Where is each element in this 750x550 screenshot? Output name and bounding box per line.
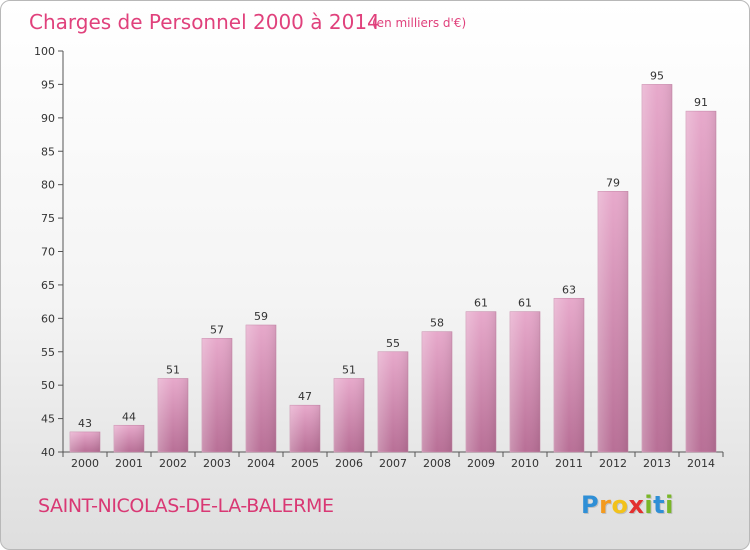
x-tick-label: 2009 (467, 457, 495, 470)
bar-value-label: 44 (122, 410, 136, 423)
chart-subtitle: (en milliers d'€) (372, 16, 466, 30)
x-tick-label: 2012 (599, 457, 627, 470)
bars (69, 84, 717, 453)
y-tick-label: 45 (41, 413, 55, 426)
bar-shading (290, 405, 320, 452)
bar-shading (642, 84, 672, 453)
bar-shading (114, 425, 144, 452)
logo-letter: i (644, 491, 654, 519)
bar-shading (686, 111, 716, 453)
x-tick-label: 2011 (555, 457, 583, 470)
bar-shading (510, 311, 540, 452)
bar-value-label: 61 (518, 297, 532, 310)
x-tick-label: 2004 (247, 457, 275, 470)
x-tick-label: 2000 (71, 457, 99, 470)
x-tick-label: 2008 (423, 457, 451, 470)
bar-shading (70, 431, 100, 452)
bar-shading (378, 351, 408, 452)
bar-shading (246, 325, 276, 452)
x-tick-label: 2013 (643, 457, 671, 470)
bar-value-label: 43 (78, 417, 92, 430)
x-tick-label: 2001 (115, 457, 143, 470)
y-tick-label: 90 (41, 112, 55, 125)
location-name: SAINT-NICOLAS-DE-LA-BALERME (38, 495, 334, 517)
y-tick-label: 70 (41, 246, 55, 259)
bar-shading (334, 378, 364, 452)
bar-shading (466, 311, 496, 452)
bar-value-label: 63 (562, 283, 576, 296)
logo-letter: i (665, 491, 674, 519)
x-tick-label: 2002 (159, 457, 187, 470)
bar-shading (554, 298, 584, 452)
bar-value-label: 47 (298, 390, 312, 403)
bar-value-label: 95 (650, 69, 664, 82)
y-tick-label: 60 (41, 312, 55, 325)
bar-shading (158, 378, 188, 452)
bar-value-label: 59 (254, 310, 268, 323)
y-tick-label: 65 (41, 279, 55, 292)
bar-shading (422, 331, 452, 452)
y-tick-label: 100 (34, 45, 55, 58)
bar-shading (202, 338, 232, 452)
bar-value-label: 57 (210, 323, 224, 336)
bar-value-label: 55 (386, 337, 400, 350)
x-tick-label: 2003 (203, 457, 231, 470)
x-tick-label: 2010 (511, 457, 539, 470)
axes: 40 45 50 55 60 65 70 75 80 85 90 95 100 2000 2001 2002 2… (34, 45, 724, 470)
bar-shading (598, 191, 628, 452)
y-tick-label: 85 (41, 145, 55, 158)
data-labels: 43 44 51 57 59 47 51 55 58 61 61 63 79 95 91 (78, 69, 708, 430)
bar-value-label: 51 (342, 363, 356, 376)
y-tick-label: 80 (41, 179, 55, 192)
logo-letter: P (581, 491, 600, 519)
logo-letter: o (611, 491, 629, 519)
x-tick-label: 2007 (379, 457, 407, 470)
logo-letter: x (628, 491, 645, 519)
x-tick-label: 2005 (291, 457, 319, 470)
x-tick-label: 2014 (687, 457, 715, 470)
bar-value-label: 61 (474, 297, 488, 310)
y-tick-label: 40 (41, 446, 55, 459)
bar-value-label: 91 (694, 96, 708, 109)
y-tick-label: 50 (41, 379, 55, 392)
logo-letter: r (599, 491, 612, 519)
y-tick-label: 55 (41, 346, 55, 359)
y-tick-label: 75 (41, 212, 55, 225)
bar-value-label: 51 (166, 363, 180, 376)
chart-title: Charges de Personnel 2000 à 2014 (29, 10, 380, 34)
proxiti-logo: Proxiti (581, 491, 674, 519)
bar-value-label: 79 (606, 176, 620, 189)
y-tick-label: 95 (41, 78, 55, 91)
x-tick-label: 2006 (335, 457, 363, 470)
logo-letter: t (653, 491, 666, 519)
bar-value-label: 58 (430, 317, 444, 330)
